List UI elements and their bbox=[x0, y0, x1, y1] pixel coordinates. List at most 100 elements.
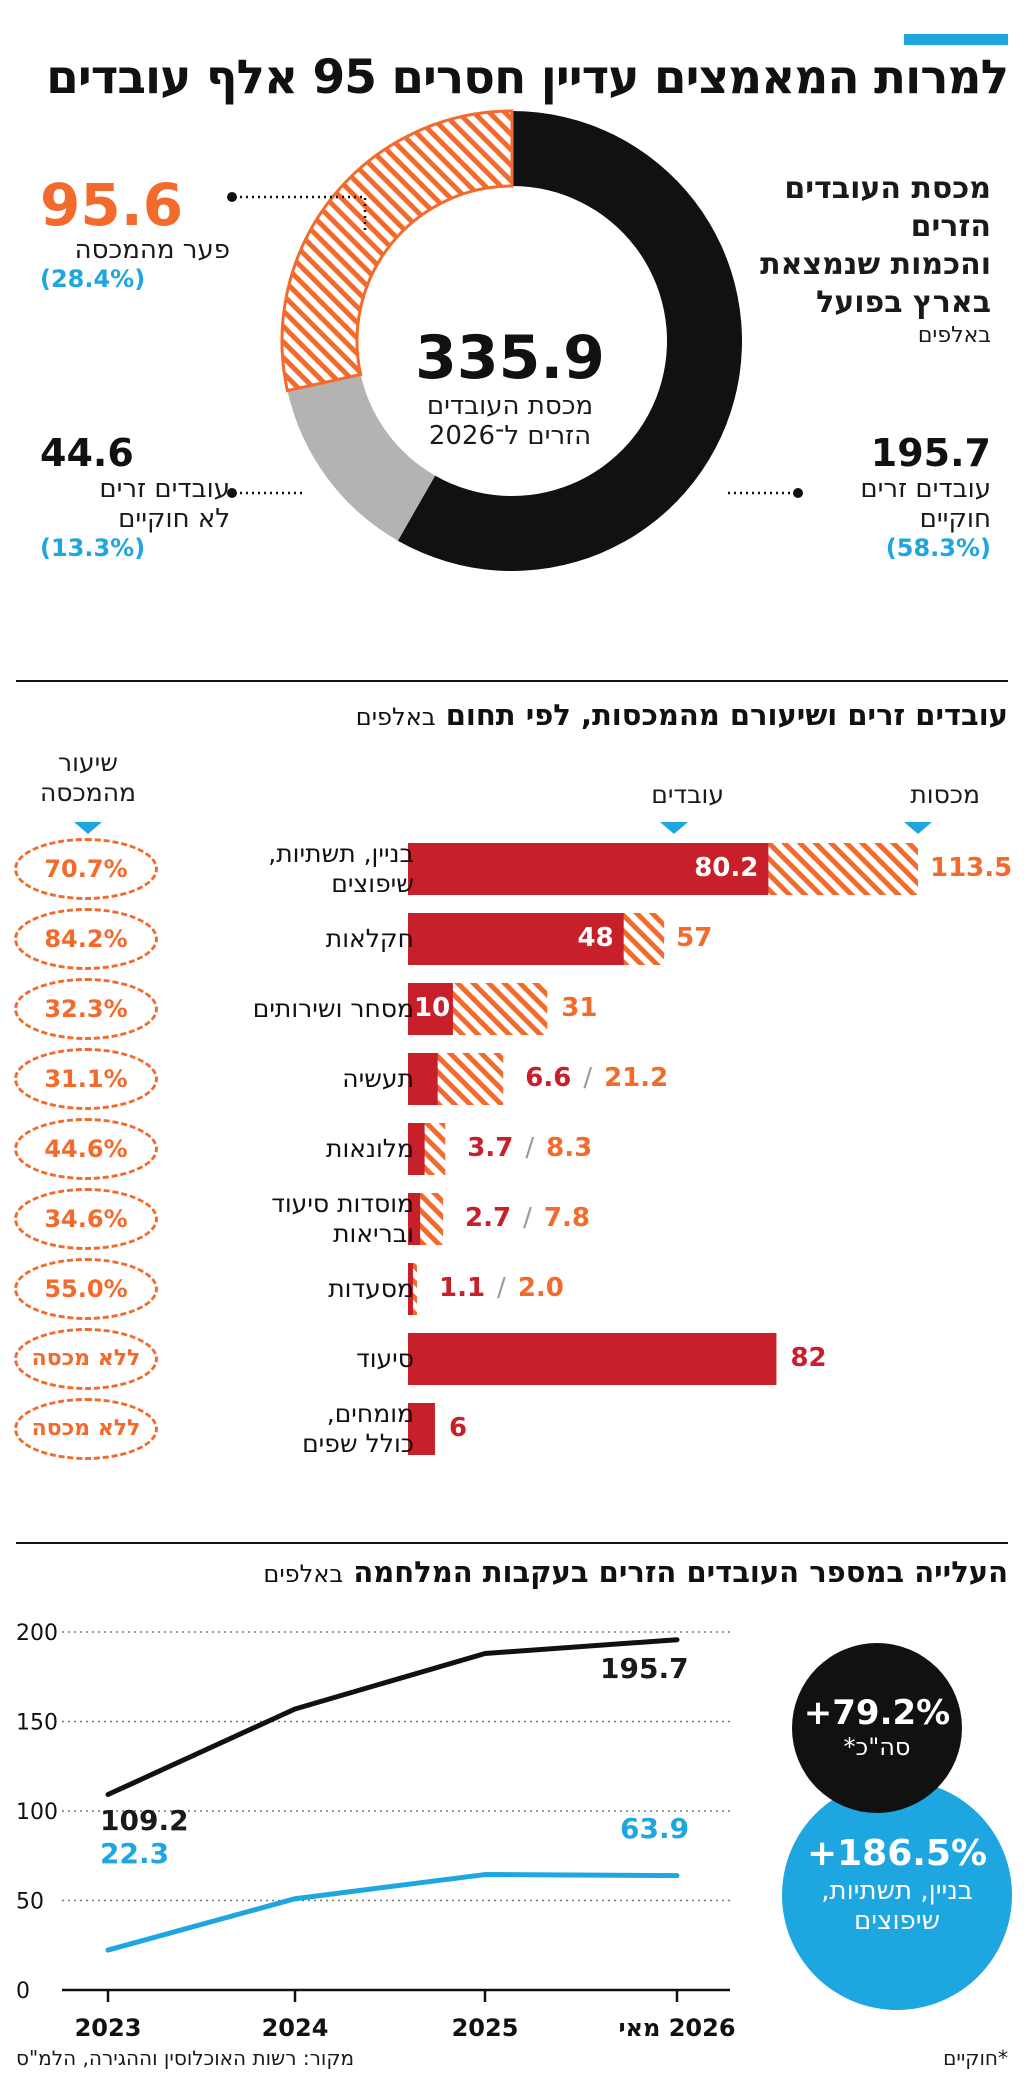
workers-bar bbox=[408, 1053, 438, 1105]
sector-category: מוסדות סיעוד ובריאות bbox=[164, 1189, 414, 1249]
sector-unit: באלפים bbox=[355, 703, 436, 731]
sector-category-line: מומחים, bbox=[326, 1399, 414, 1428]
workers-bar bbox=[408, 1403, 435, 1455]
donut-heading: מכסת העובדים הזרים והכמות שנמצאת בארץ בפ… bbox=[711, 170, 991, 350]
legal-pct: (58.3%) bbox=[885, 534, 991, 562]
construction-growth-circle: +186.5% בניין, תשתיות, שיפוצים bbox=[782, 1780, 1012, 2010]
x-tick-label: 2024 bbox=[262, 2014, 329, 2042]
quota-rate-badge: 34.6% bbox=[14, 1188, 158, 1250]
x-tick-label: 2025 bbox=[452, 2014, 519, 2042]
quota-rate-badge: 32.3% bbox=[14, 978, 158, 1040]
legal-value: 195.7 bbox=[870, 431, 991, 475]
label-total-end: 195.7 bbox=[600, 1652, 689, 1685]
page-title: למרות המאמצים עדיין חסרים 95 אלף עובדים bbox=[46, 50, 1009, 105]
legal-label-2: חוקיים bbox=[919, 504, 991, 534]
workers-value: 82 bbox=[790, 1343, 827, 1373]
x-tick-label: 2023 bbox=[75, 2014, 142, 2042]
workers-value: 48 bbox=[577, 923, 614, 953]
donut-heading-line-2: והכמות שנמצאת bbox=[760, 247, 991, 282]
workers-bar bbox=[408, 1333, 777, 1385]
sector-title-text: עובדים זרים ושיעורם מהמכסות, לפי תחום bbox=[445, 698, 1008, 732]
workers-bar bbox=[408, 913, 624, 965]
donut-slice-gap bbox=[280, 109, 514, 393]
sector-category: מסעדות bbox=[164, 1274, 414, 1304]
sector-category-line: סיעוד bbox=[356, 1344, 414, 1373]
footer-source: מקור: רשות האוכלוסין וההגירה, הלמ"ס bbox=[16, 2046, 355, 2070]
sector-category-line: מסחר ושירותים bbox=[252, 994, 414, 1023]
workers-bar bbox=[408, 1123, 425, 1175]
col-workers-label: עובדים bbox=[651, 780, 724, 809]
col-quota-marker bbox=[904, 822, 932, 834]
col-workers-marker bbox=[660, 822, 688, 834]
accent-bar bbox=[904, 34, 1008, 45]
quota-rate-badge: ללא מכסה bbox=[14, 1398, 158, 1460]
donut-heading-line-3: בארץ בפועל bbox=[816, 285, 991, 320]
x-tick-label: 2026 מאי bbox=[618, 2014, 735, 2042]
col-rate-label: שיעור מהמכסה bbox=[26, 748, 150, 808]
sector-category-line: ובריאות bbox=[333, 1219, 414, 1248]
gap-value: 95.6 bbox=[40, 171, 184, 239]
label-constr-start: 22.3 bbox=[100, 1837, 170, 1870]
donut-unit: באלפים bbox=[917, 323, 991, 348]
y-tick-label: 150 bbox=[16, 1711, 58, 1736]
quota-value: 21.2 bbox=[604, 1063, 669, 1093]
gap-pct: (28.4%) bbox=[40, 265, 146, 293]
growth-unit: באלפים bbox=[263, 1560, 344, 1588]
y-tick-label: 0 bbox=[16, 1979, 30, 2004]
workers-value: 6 bbox=[448, 1413, 468, 1443]
workers-bar bbox=[408, 1193, 421, 1245]
construction-series-line bbox=[105, 1872, 680, 1953]
donut-slice-illegal bbox=[287, 374, 436, 541]
workers-bar bbox=[408, 983, 453, 1035]
section-divider-2 bbox=[16, 1542, 1008, 1544]
gap-leader bbox=[234, 195, 367, 230]
sector-category-line: חקלאות bbox=[325, 924, 414, 953]
quota-rate-badge: 70.7% bbox=[14, 838, 158, 900]
construction-growth-label-2: שיפוצים bbox=[853, 1906, 941, 1936]
donut-slice-legal bbox=[397, 111, 743, 571]
donut-chart bbox=[227, 109, 803, 571]
quota-rate-badge: 84.2% bbox=[14, 908, 158, 970]
growth-title-text: העלייה במספר העובדים הזרים בעקבות המלחמה bbox=[353, 1555, 1008, 1589]
section-divider bbox=[16, 680, 1008, 682]
col-rate-label-2: מהמכסה bbox=[39, 778, 137, 807]
sector-category: בניין, תשתיות, שיפוצים bbox=[164, 839, 414, 899]
workers-value: 80.2 bbox=[694, 853, 759, 883]
sector-category-line: בניין, תשתיות, bbox=[268, 839, 414, 868]
value-separator: / bbox=[523, 1203, 532, 1233]
quota-rate-badge: 55.0% bbox=[14, 1258, 158, 1320]
gap-block: 95.6 פער מהמכסה (28.4%) bbox=[40, 175, 230, 293]
illegal-pct: (13.3%) bbox=[40, 534, 146, 562]
sector-title: עובדים זרים ושיעורם מהמכסות, לפי תחום בא… bbox=[356, 698, 1008, 732]
col-rate-label-1: שיעור bbox=[58, 748, 118, 777]
illegal-label-1: עובדים זרים bbox=[99, 474, 230, 504]
workers-bar bbox=[408, 1263, 413, 1315]
quota-rate-badge: 44.6% bbox=[14, 1118, 158, 1180]
quota-value: 113.5 bbox=[930, 853, 1013, 883]
illegal-leader-dot bbox=[227, 488, 237, 498]
growth-title: העלייה במספר העובדים הזרים בעקבות המלחמה… bbox=[263, 1555, 1008, 1589]
total-growth-circle: +79.2% סה"כ* bbox=[792, 1643, 962, 1813]
label-constr-end: 63.9 bbox=[620, 1812, 690, 1845]
donut-center-label-1: מכסת העובדים bbox=[426, 391, 594, 421]
quota-value: 57 bbox=[676, 923, 713, 953]
y-tick-label: 100 bbox=[16, 1800, 58, 1825]
sector-category-line: מלונאות bbox=[326, 1134, 414, 1163]
quota-value: 31 bbox=[561, 993, 598, 1023]
donut-center: 335.9 מכסת העובדים הזרים ל־2026 bbox=[380, 325, 640, 451]
value-pair: 6.6 / 21.2 bbox=[525, 1063, 668, 1093]
sector-category: מלונאות bbox=[164, 1134, 414, 1164]
sector-category-line: תעשיה bbox=[342, 1064, 414, 1093]
construction-growth-label-1: בניין, תשתיות, bbox=[821, 1876, 973, 1906]
workers-value: 1.1 bbox=[438, 1273, 486, 1303]
col-quota-label: מכסות bbox=[910, 780, 980, 809]
sector-category-line: שיפוצים bbox=[331, 869, 414, 898]
col-rate-marker bbox=[74, 822, 102, 834]
donut-center-value: 335.9 bbox=[415, 323, 605, 393]
sector-category-line: מסעדות bbox=[328, 1274, 414, 1303]
legal-label-1: עובדים זרים bbox=[860, 474, 991, 504]
construction-growth-pct: +186.5% bbox=[806, 1833, 988, 1874]
workers-value: 10 bbox=[414, 993, 451, 1023]
sector-category-line: מוסדות סיעוד bbox=[271, 1189, 414, 1218]
